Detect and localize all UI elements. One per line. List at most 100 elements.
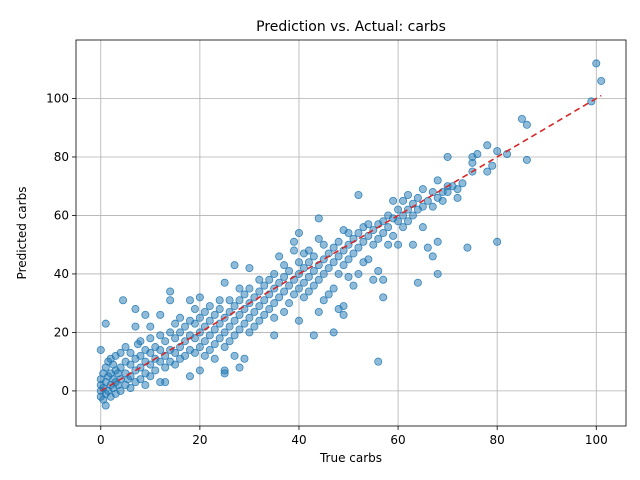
data-point (200, 351, 209, 360)
data-point (250, 307, 259, 316)
data-point (205, 331, 214, 340)
data-point (210, 340, 219, 349)
data-point (220, 343, 229, 352)
x-tick-label: 40 (291, 433, 306, 447)
data-point (225, 296, 234, 305)
data-point (240, 319, 249, 328)
data-point (250, 293, 259, 302)
data-point (151, 366, 160, 375)
data-point (215, 334, 224, 343)
data-point (176, 313, 185, 322)
data-point (319, 296, 328, 305)
data-point (131, 322, 140, 331)
data-point (255, 316, 264, 325)
data-point (329, 243, 338, 252)
data-point (403, 217, 412, 226)
data-point (413, 193, 422, 202)
data-point (195, 343, 204, 352)
data-point (200, 307, 209, 316)
data-point (394, 205, 403, 214)
data-point (255, 275, 264, 284)
data-point (285, 281, 294, 290)
data-point (349, 249, 358, 258)
data-point (126, 360, 135, 369)
data-point (592, 59, 601, 68)
data-point (156, 345, 165, 354)
data-point (101, 401, 110, 410)
data-point (314, 234, 323, 243)
data-point (483, 141, 492, 150)
data-point (126, 383, 135, 392)
data-point (275, 278, 284, 287)
data-point (190, 348, 199, 357)
data-point (210, 354, 219, 363)
data-point (522, 120, 531, 129)
data-point (324, 290, 333, 299)
data-point (374, 267, 383, 276)
data-point (384, 240, 393, 249)
data-point (329, 328, 338, 337)
data-point (195, 313, 204, 322)
data-point (369, 240, 378, 249)
data-point (245, 284, 254, 293)
data-point (235, 325, 244, 334)
data-point (146, 360, 155, 369)
data-point (304, 258, 313, 267)
data-point (403, 190, 412, 199)
data-point (309, 281, 318, 290)
data-point (423, 196, 432, 205)
data-point (364, 255, 373, 264)
data-point (329, 284, 338, 293)
data-point (171, 334, 180, 343)
y-tick-label: 20 (54, 325, 69, 339)
data-point (146, 372, 155, 381)
data-point (408, 211, 417, 220)
data-point (309, 252, 318, 261)
data-point (235, 310, 244, 319)
data-point (379, 228, 388, 237)
data-point (190, 305, 199, 314)
data-point (304, 287, 313, 296)
y-tick-label: 40 (54, 267, 69, 281)
data-point (517, 114, 526, 123)
data-point (294, 228, 303, 237)
data-point (309, 331, 318, 340)
data-point (309, 267, 318, 276)
data-point (294, 284, 303, 293)
data-point (597, 76, 606, 85)
data-point (483, 167, 492, 176)
data-point (290, 237, 299, 246)
data-point (379, 275, 388, 284)
data-point (225, 307, 234, 316)
data-point (339, 261, 348, 270)
data-point (146, 322, 155, 331)
data-point (225, 322, 234, 331)
data-point (235, 363, 244, 372)
data-point (433, 269, 442, 278)
data-point (324, 264, 333, 273)
data-point (374, 234, 383, 243)
data-point (190, 334, 199, 343)
data-point (423, 243, 432, 252)
data-point (260, 310, 269, 319)
data-point (275, 293, 284, 302)
data-point (166, 328, 175, 337)
data-point (463, 243, 472, 252)
data-point (176, 328, 185, 337)
data-point (354, 190, 363, 199)
x-axis-label: True carbs (319, 451, 382, 465)
data-point (354, 228, 363, 237)
data-point (190, 319, 199, 328)
x-tick-label: 20 (192, 433, 207, 447)
data-point (235, 296, 244, 305)
data-point (195, 293, 204, 302)
data-point (433, 176, 442, 185)
data-point (126, 348, 135, 357)
data-point (215, 296, 224, 305)
data-point (116, 363, 125, 372)
data-point (438, 196, 447, 205)
data-point (299, 278, 308, 287)
data-point (359, 237, 368, 246)
data-point (101, 319, 110, 328)
data-point (161, 337, 170, 346)
